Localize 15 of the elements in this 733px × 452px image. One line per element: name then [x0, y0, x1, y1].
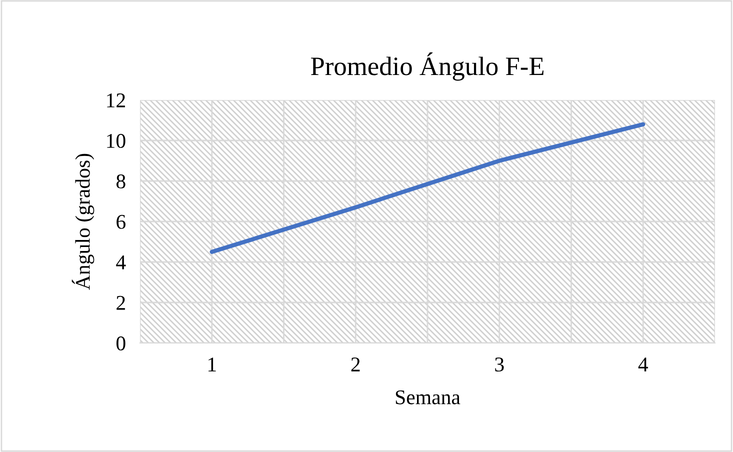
x-tick-label: 1	[208, 358, 216, 372]
y-tick-label: 2	[116, 296, 125, 310]
y-tick-label: 6	[116, 214, 126, 229]
x-axis-title: Semana	[396, 390, 460, 404]
y-tick-label: 12	[107, 93, 125, 108]
x-tick-label: 3	[495, 358, 504, 372]
y-tick-label: 8	[116, 174, 126, 188]
x-tick-label: 2	[351, 358, 360, 372]
y-tick-label: 0	[116, 336, 126, 350]
x-tick-label: 4	[638, 358, 648, 372]
y-axis-title: Ángulo (grados)	[72, 154, 94, 290]
chart-title: Promedio Ángulo F-E	[310, 52, 544, 81]
line-series	[210, 122, 646, 254]
y-tick-label: 4	[116, 256, 126, 270]
y-tick-label: 10	[107, 134, 126, 148]
